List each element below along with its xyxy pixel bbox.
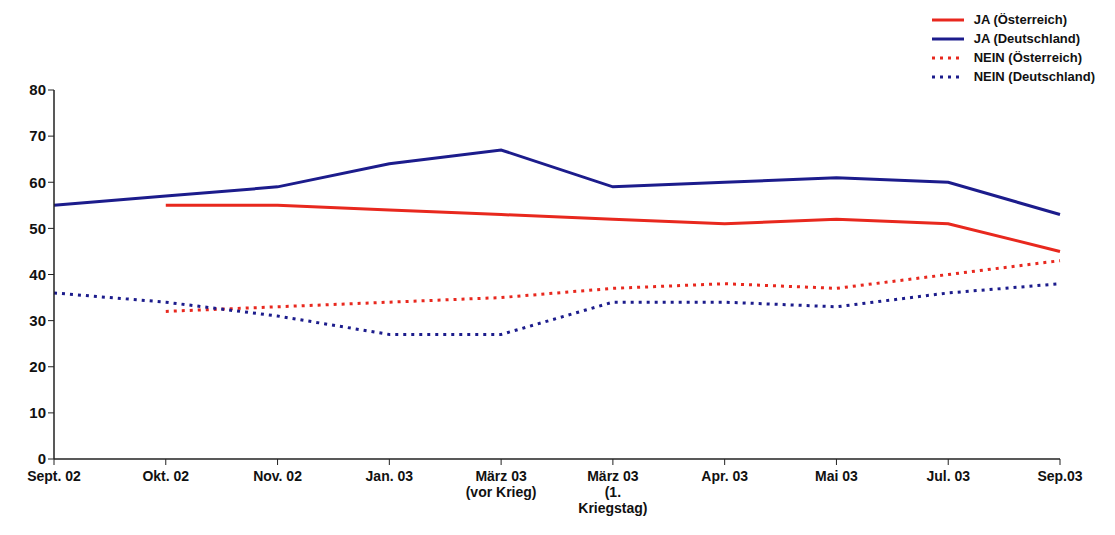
svg-text:70: 70 — [29, 127, 46, 144]
svg-text:März 03(1.Kriegstag): März 03(1.Kriegstag) — [578, 468, 647, 516]
html-text:JA (Österreich): JA (Österreich) — [973, 12, 1068, 27]
svg-text:Jan. 03: Jan. 03 — [366, 468, 414, 484]
svg-text:50: 50 — [29, 220, 46, 237]
svg-text:10: 10 — [29, 404, 46, 421]
svg-text:20: 20 — [29, 358, 46, 375]
svg-text:Okt. 02: Okt. 02 — [142, 468, 189, 484]
svg-text:Apr. 03: Apr. 03 — [701, 468, 748, 484]
svg-text:Sep.03: Sep.03 — [1037, 468, 1082, 484]
svg-text:Jul. 03: Jul. 03 — [926, 468, 970, 484]
svg-text:Mai 03: Mai 03 — [815, 468, 858, 484]
svg-text:März 03(vor Krieg): März 03(vor Krieg) — [466, 468, 537, 500]
svg-text:Sept. 02: Sept. 02 — [27, 468, 81, 484]
html-text:NEIN (Deutschland): NEIN (Deutschland) — [973, 69, 1095, 84]
svg-text:30: 30 — [29, 312, 46, 329]
svg-text:80: 80 — [29, 81, 46, 98]
html-text:NEIN (Österreich): NEIN (Österreich) — [973, 50, 1082, 65]
html-text:JA (Deutschland): JA (Deutschland) — [973, 31, 1081, 46]
svg-text:40: 40 — [29, 266, 46, 283]
svg-text:Nov. 02: Nov. 02 — [253, 468, 302, 484]
svg-text:0: 0 — [38, 450, 46, 467]
svg-text:60: 60 — [29, 174, 46, 191]
